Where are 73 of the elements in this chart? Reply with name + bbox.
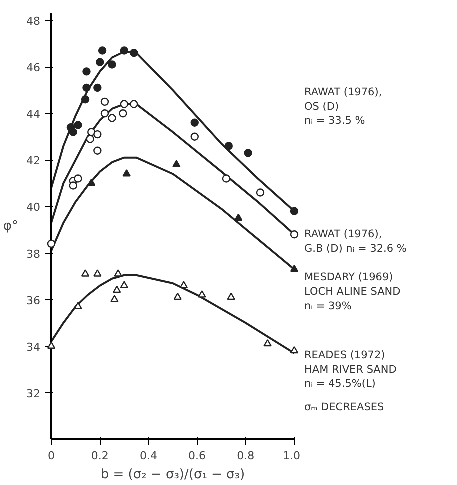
- point: [82, 84, 91, 92]
- point: [87, 178, 96, 186]
- point: [130, 100, 138, 108]
- point: [114, 270, 122, 277]
- point: [108, 114, 116, 122]
- x-tick-label: 0.2: [91, 450, 109, 462]
- point: [94, 84, 102, 92]
- point: [198, 290, 206, 298]
- point: [120, 281, 128, 288]
- point: [94, 146, 102, 155]
- point: [130, 48, 138, 58]
- point: [87, 128, 96, 136]
- point: [98, 46, 107, 55]
- point: [290, 230, 299, 239]
- point: [120, 46, 128, 55]
- x-tick-label: 0.4: [140, 450, 158, 462]
- point: [244, 149, 252, 158]
- point: [227, 292, 236, 300]
- point: [47, 240, 56, 248]
- point: [172, 160, 181, 168]
- point: [190, 132, 199, 141]
- x-tick-label: 0.8: [237, 450, 255, 462]
- point: [290, 207, 299, 216]
- point: [120, 100, 128, 108]
- point: [81, 270, 90, 277]
- point: [110, 295, 119, 302]
- point: [190, 118, 199, 128]
- point: [119, 110, 128, 118]
- point: [113, 286, 122, 294]
- y-tick-label: 38: [26, 248, 41, 261]
- point: [234, 214, 243, 221]
- point: [256, 188, 265, 197]
- point: [290, 264, 299, 272]
- y-tick-label: 40: [26, 201, 41, 214]
- y-tick-label: 46: [26, 62, 41, 75]
- point: [74, 302, 82, 310]
- point: [224, 142, 233, 150]
- point: [108, 60, 116, 69]
- point: [94, 270, 102, 277]
- point: [69, 128, 78, 136]
- point: [94, 130, 102, 139]
- point: [100, 98, 110, 106]
- y-tick-label: 34: [26, 340, 41, 354]
- point: [74, 174, 82, 183]
- point: [122, 169, 131, 177]
- y-tick-label: 32: [26, 387, 41, 400]
- point: [290, 346, 299, 354]
- text: σₘ DECREASES: [304, 401, 384, 414]
- text: RAWAT (1976), OS (D) nᵢ = 33.5 %: [304, 86, 382, 128]
- point: [47, 342, 56, 350]
- point: [180, 281, 188, 288]
- y-tick-label: 42: [26, 154, 41, 168]
- point: [222, 174, 231, 183]
- x-tick-label: 1.0: [283, 450, 301, 462]
- point: [74, 121, 82, 130]
- y-axis-title: φ°: [3, 219, 19, 234]
- text: READES (1972) HAM RIVER SAND nᵢ = 45.5%(L): [304, 349, 397, 390]
- point: [174, 292, 182, 300]
- point: [86, 135, 94, 144]
- text: RAWAT (1976), G.B (D) nᵢ = 32.6 %: [304, 228, 407, 256]
- point: [69, 182, 78, 190]
- text: MESDARY (1969) LOCH ALINE SAND nᵢ = 39%: [304, 272, 401, 312]
- point: [100, 110, 110, 118]
- y-tick-label: 48: [26, 14, 41, 28]
- x-axis-title: b = (σ₂ − σ₃)/(σ₁ − σ₃): [100, 468, 246, 482]
- x-tick-label: 0: [48, 450, 55, 462]
- y-tick-label: 36: [26, 294, 41, 308]
- point: [96, 58, 104, 66]
- y-tick-label: 44: [26, 108, 41, 122]
- point: [82, 68, 91, 76]
- x-tick-label: 0.6: [188, 450, 206, 462]
- point: [81, 96, 90, 104]
- point: [264, 339, 272, 347]
